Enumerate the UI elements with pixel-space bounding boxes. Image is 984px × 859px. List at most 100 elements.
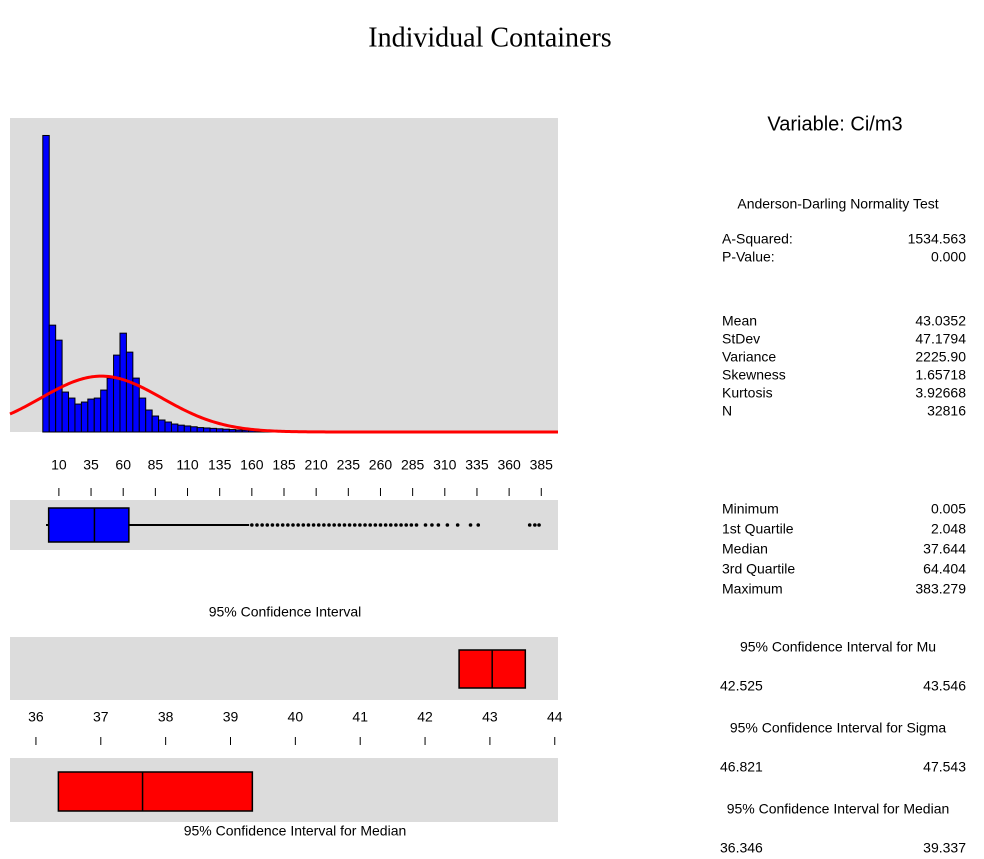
histogram-bar — [235, 429, 243, 433]
outlier — [275, 523, 280, 527]
histogram-bar — [145, 409, 153, 433]
x-tick-label: 41 — [352, 709, 368, 725]
histogram-bar — [190, 426, 198, 433]
outlier — [352, 523, 357, 527]
stat-label: Minimum — [722, 501, 779, 517]
outlier — [404, 523, 409, 527]
outlier — [301, 523, 306, 527]
outlier — [430, 523, 434, 527]
stat-value: 2225.90 — [915, 349, 966, 365]
stat-label: A-Squared: — [722, 231, 793, 247]
stat-value: 32816 — [927, 403, 966, 419]
variable-heading: Variable: Ci/m3 — [767, 113, 902, 135]
outlier — [423, 523, 428, 527]
stat-label: Median — [722, 541, 768, 557]
x-tick-label: 210 — [304, 457, 328, 473]
interval-heading: 95% Confidence Interval for Mu — [740, 639, 936, 655]
interval-low: 36.346 — [720, 840, 763, 856]
histogram-bar — [222, 428, 230, 433]
outlier — [322, 523, 326, 527]
outlier — [394, 523, 398, 527]
histogram-bar — [100, 389, 108, 433]
stat-label: 1st Quartile — [722, 521, 794, 537]
outlier — [537, 523, 541, 527]
outlier — [409, 523, 414, 527]
stat-value: 43.0352 — [915, 313, 966, 329]
x-tick-label: 44 — [547, 709, 563, 725]
outlier — [332, 523, 336, 527]
x-tick-label: 335 — [465, 457, 489, 473]
x-tick-label: 38 — [158, 709, 174, 725]
stat-value: 37.644 — [923, 541, 966, 557]
x-tick-label: 35 — [83, 457, 99, 473]
interval-low: 46.821 — [720, 759, 763, 775]
histogram-bar — [241, 429, 250, 433]
outlier — [358, 523, 362, 527]
stat-label: Variance — [722, 349, 776, 365]
x-tick-label: 43 — [482, 709, 498, 725]
box — [47, 507, 130, 543]
outlier — [378, 523, 383, 527]
outlier — [414, 523, 419, 527]
x-tick-label: 235 — [337, 457, 361, 473]
outlier — [533, 523, 537, 527]
histogram-bar — [183, 425, 192, 433]
outlier — [388, 523, 393, 527]
histogram-bar — [203, 427, 211, 433]
x-tick-label: 36 — [28, 709, 44, 725]
outlier — [468, 523, 473, 527]
outlier — [260, 523, 264, 527]
histogram-bar — [61, 391, 70, 433]
histogram-bar — [164, 421, 172, 433]
outlier — [291, 523, 295, 527]
histogram-bar — [106, 377, 115, 433]
stat-label: Kurtosis — [722, 385, 773, 401]
interval-low: 42.525 — [720, 678, 763, 694]
x-tick-label: 260 — [369, 457, 393, 473]
x-tick-label: 39 — [223, 709, 239, 725]
outlier — [445, 523, 450, 527]
histogram-bar — [196, 427, 205, 433]
histogram-bar — [48, 324, 57, 433]
interval-label: 95% Confidence Interval for Median — [184, 823, 407, 839]
x-tick-label: 160 — [240, 457, 264, 473]
outlier — [327, 523, 331, 527]
stat-value: 3.92668 — [915, 385, 966, 401]
x-tick-label: 360 — [497, 457, 521, 473]
outlier — [316, 523, 321, 527]
stat-label: Mean — [722, 313, 757, 329]
stat-value: 2.048 — [931, 521, 966, 537]
histogram-bar — [42, 134, 50, 433]
stat-value: 64.404 — [923, 561, 966, 577]
outlier — [337, 523, 342, 527]
stat-label: Maximum — [722, 581, 783, 597]
stat-value: 0.005 — [931, 501, 966, 517]
histogram-bar — [68, 397, 76, 433]
outlier — [383, 523, 388, 527]
x-tick-label: 37 — [93, 709, 109, 725]
outlier — [255, 523, 259, 527]
outlier — [368, 523, 372, 527]
x-tick-label: 85 — [148, 457, 164, 473]
histogram-bar — [93, 397, 102, 433]
x-tick-label: 40 — [288, 709, 304, 725]
interval-title: 95% Confidence Interval — [209, 604, 362, 620]
histogram-bar — [113, 354, 121, 433]
x-tick-label: 60 — [115, 457, 131, 473]
x-tick-label: 310 — [433, 457, 457, 473]
outlier — [296, 523, 300, 527]
x-tick-label: 135 — [208, 457, 232, 473]
histogram-bar — [138, 397, 147, 433]
histogram-bar — [87, 398, 95, 433]
stat-label: 3rd Quartile — [722, 561, 795, 577]
outlier — [306, 523, 311, 527]
stat-label: StDev — [722, 331, 760, 347]
outlier — [436, 523, 441, 527]
stat-value: 0.000 — [931, 249, 966, 265]
interval-box — [57, 771, 254, 812]
interval-high: 43.546 — [923, 678, 966, 694]
x-tick-label: 10 — [51, 457, 67, 473]
x-tick-label: 185 — [272, 457, 296, 473]
outlier — [455, 523, 460, 527]
